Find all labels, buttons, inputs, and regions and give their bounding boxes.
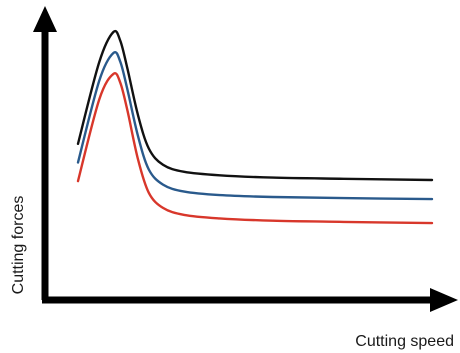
x-axis-label: Cutting speed xyxy=(355,333,454,350)
y-axis-arrowhead xyxy=(33,6,57,32)
series-line-1 xyxy=(76,29,434,182)
y-axis-label: Cutting forces xyxy=(10,196,27,295)
series-line-2 xyxy=(76,51,434,201)
series-line-3 xyxy=(76,72,434,225)
curves-layer xyxy=(76,29,434,225)
x-axis-arrowhead xyxy=(430,288,458,312)
